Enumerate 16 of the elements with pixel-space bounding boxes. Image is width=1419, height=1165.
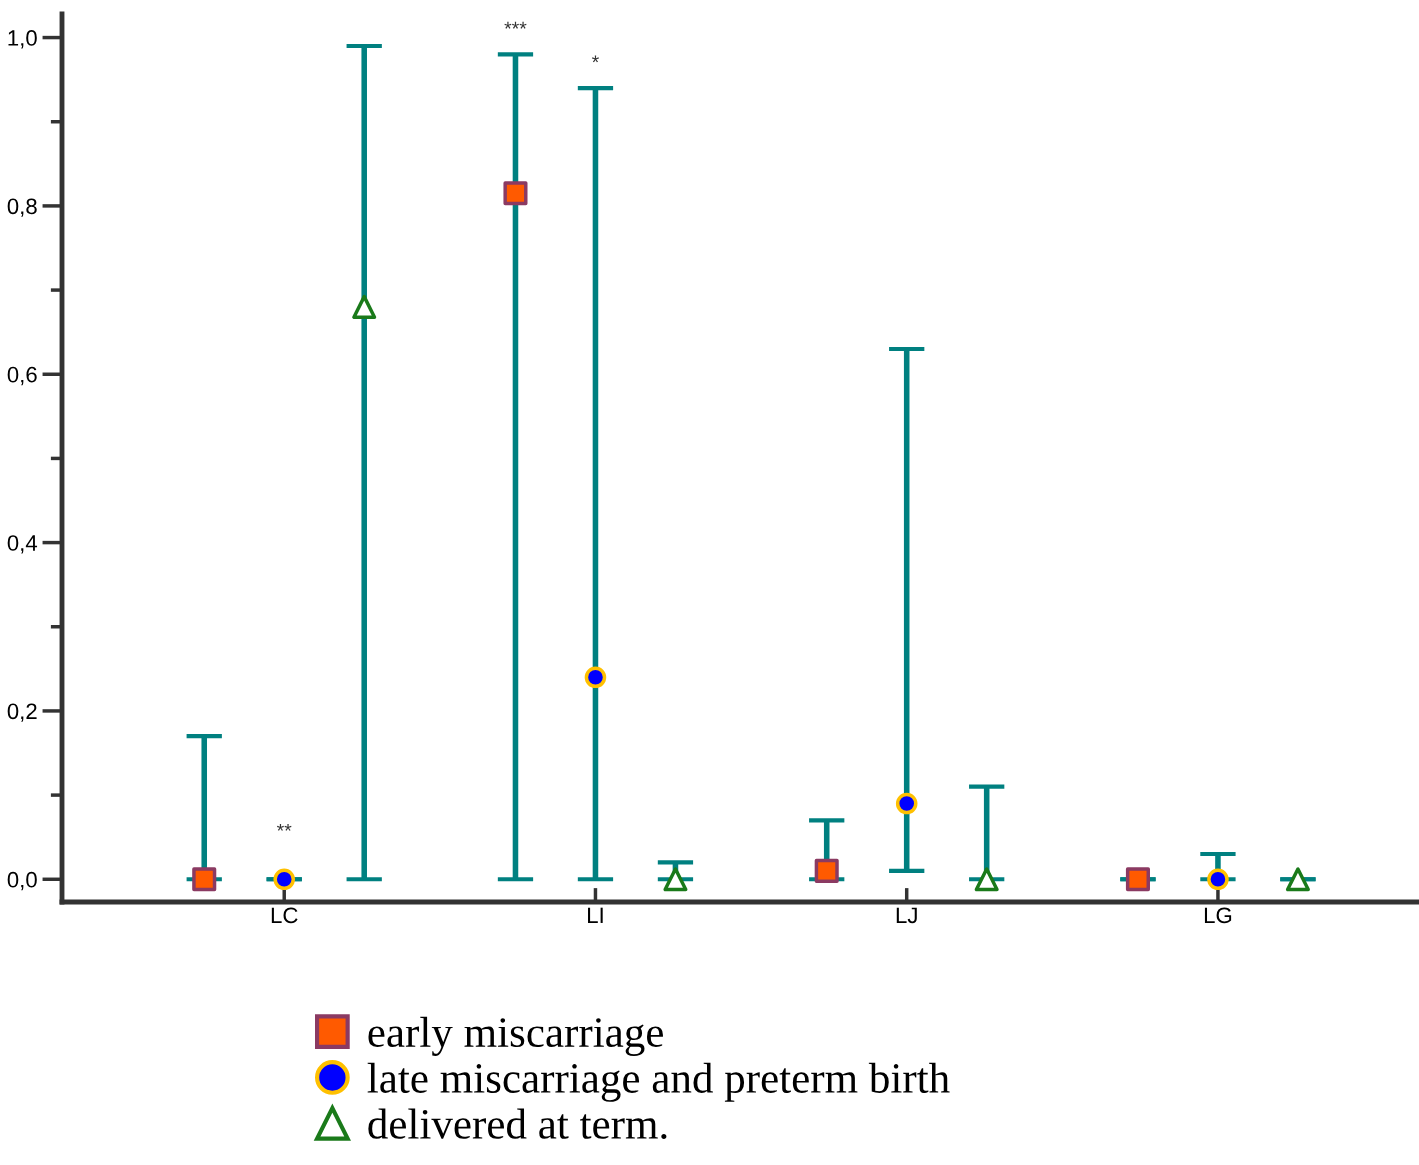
annotation: ***	[504, 21, 527, 29]
x-tick-label: LG	[1204, 907, 1232, 924]
legend-label: early miscarriage	[368, 1016, 663, 1056]
legend-label: delivered at term.	[368, 1108, 667, 1140]
y-tick-label: 0,8	[7, 198, 37, 217]
x-tick-label: LJ	[896, 907, 917, 924]
annotation: **	[276, 823, 292, 831]
y-tick-label: 0,4	[7, 535, 38, 554]
y-tick-label: 1,0	[8, 30, 37, 49]
x-tick-label: LC	[271, 907, 298, 924]
legend-label: late miscarriage and preterm birth	[367, 1062, 950, 1102]
y-tick-label: 0,0	[7, 871, 37, 891]
y-tick-label: 0,6	[7, 366, 37, 386]
annotation: *	[591, 55, 599, 63]
x-tick-label: LI	[588, 907, 603, 923]
y-tick-label: 0,2	[7, 703, 37, 722]
